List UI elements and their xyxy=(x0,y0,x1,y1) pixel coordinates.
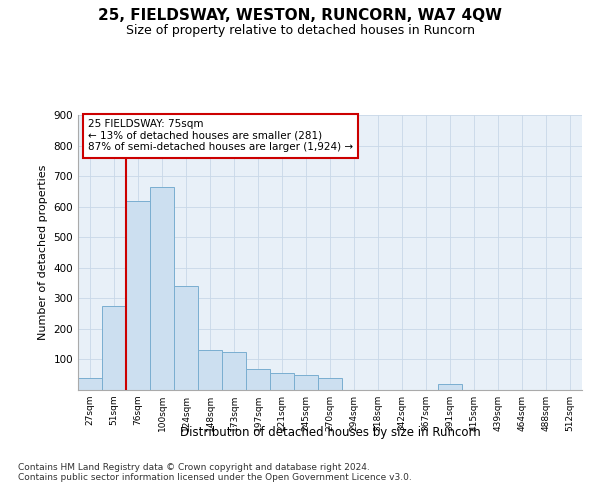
Text: 25, FIELDSWAY, WESTON, RUNCORN, WA7 4QW: 25, FIELDSWAY, WESTON, RUNCORN, WA7 4QW xyxy=(98,8,502,22)
Bar xyxy=(246,368,270,390)
Bar xyxy=(78,378,102,390)
Y-axis label: Number of detached properties: Number of detached properties xyxy=(38,165,48,340)
Bar xyxy=(150,187,174,390)
Text: 25 FIELDSWAY: 75sqm
← 13% of detached houses are smaller (281)
87% of semi-detac: 25 FIELDSWAY: 75sqm ← 13% of detached ho… xyxy=(88,119,353,152)
Bar xyxy=(198,350,222,390)
Bar xyxy=(102,306,126,390)
Text: Size of property relative to detached houses in Runcorn: Size of property relative to detached ho… xyxy=(125,24,475,37)
Text: Contains HM Land Registry data © Crown copyright and database right 2024.
Contai: Contains HM Land Registry data © Crown c… xyxy=(18,462,412,482)
Bar xyxy=(270,373,294,390)
Bar xyxy=(174,286,198,390)
Bar xyxy=(438,384,462,390)
Bar xyxy=(318,378,342,390)
Bar xyxy=(126,200,150,390)
Text: Distribution of detached houses by size in Runcorn: Distribution of detached houses by size … xyxy=(179,426,481,439)
Bar xyxy=(294,374,318,390)
Bar xyxy=(222,352,246,390)
